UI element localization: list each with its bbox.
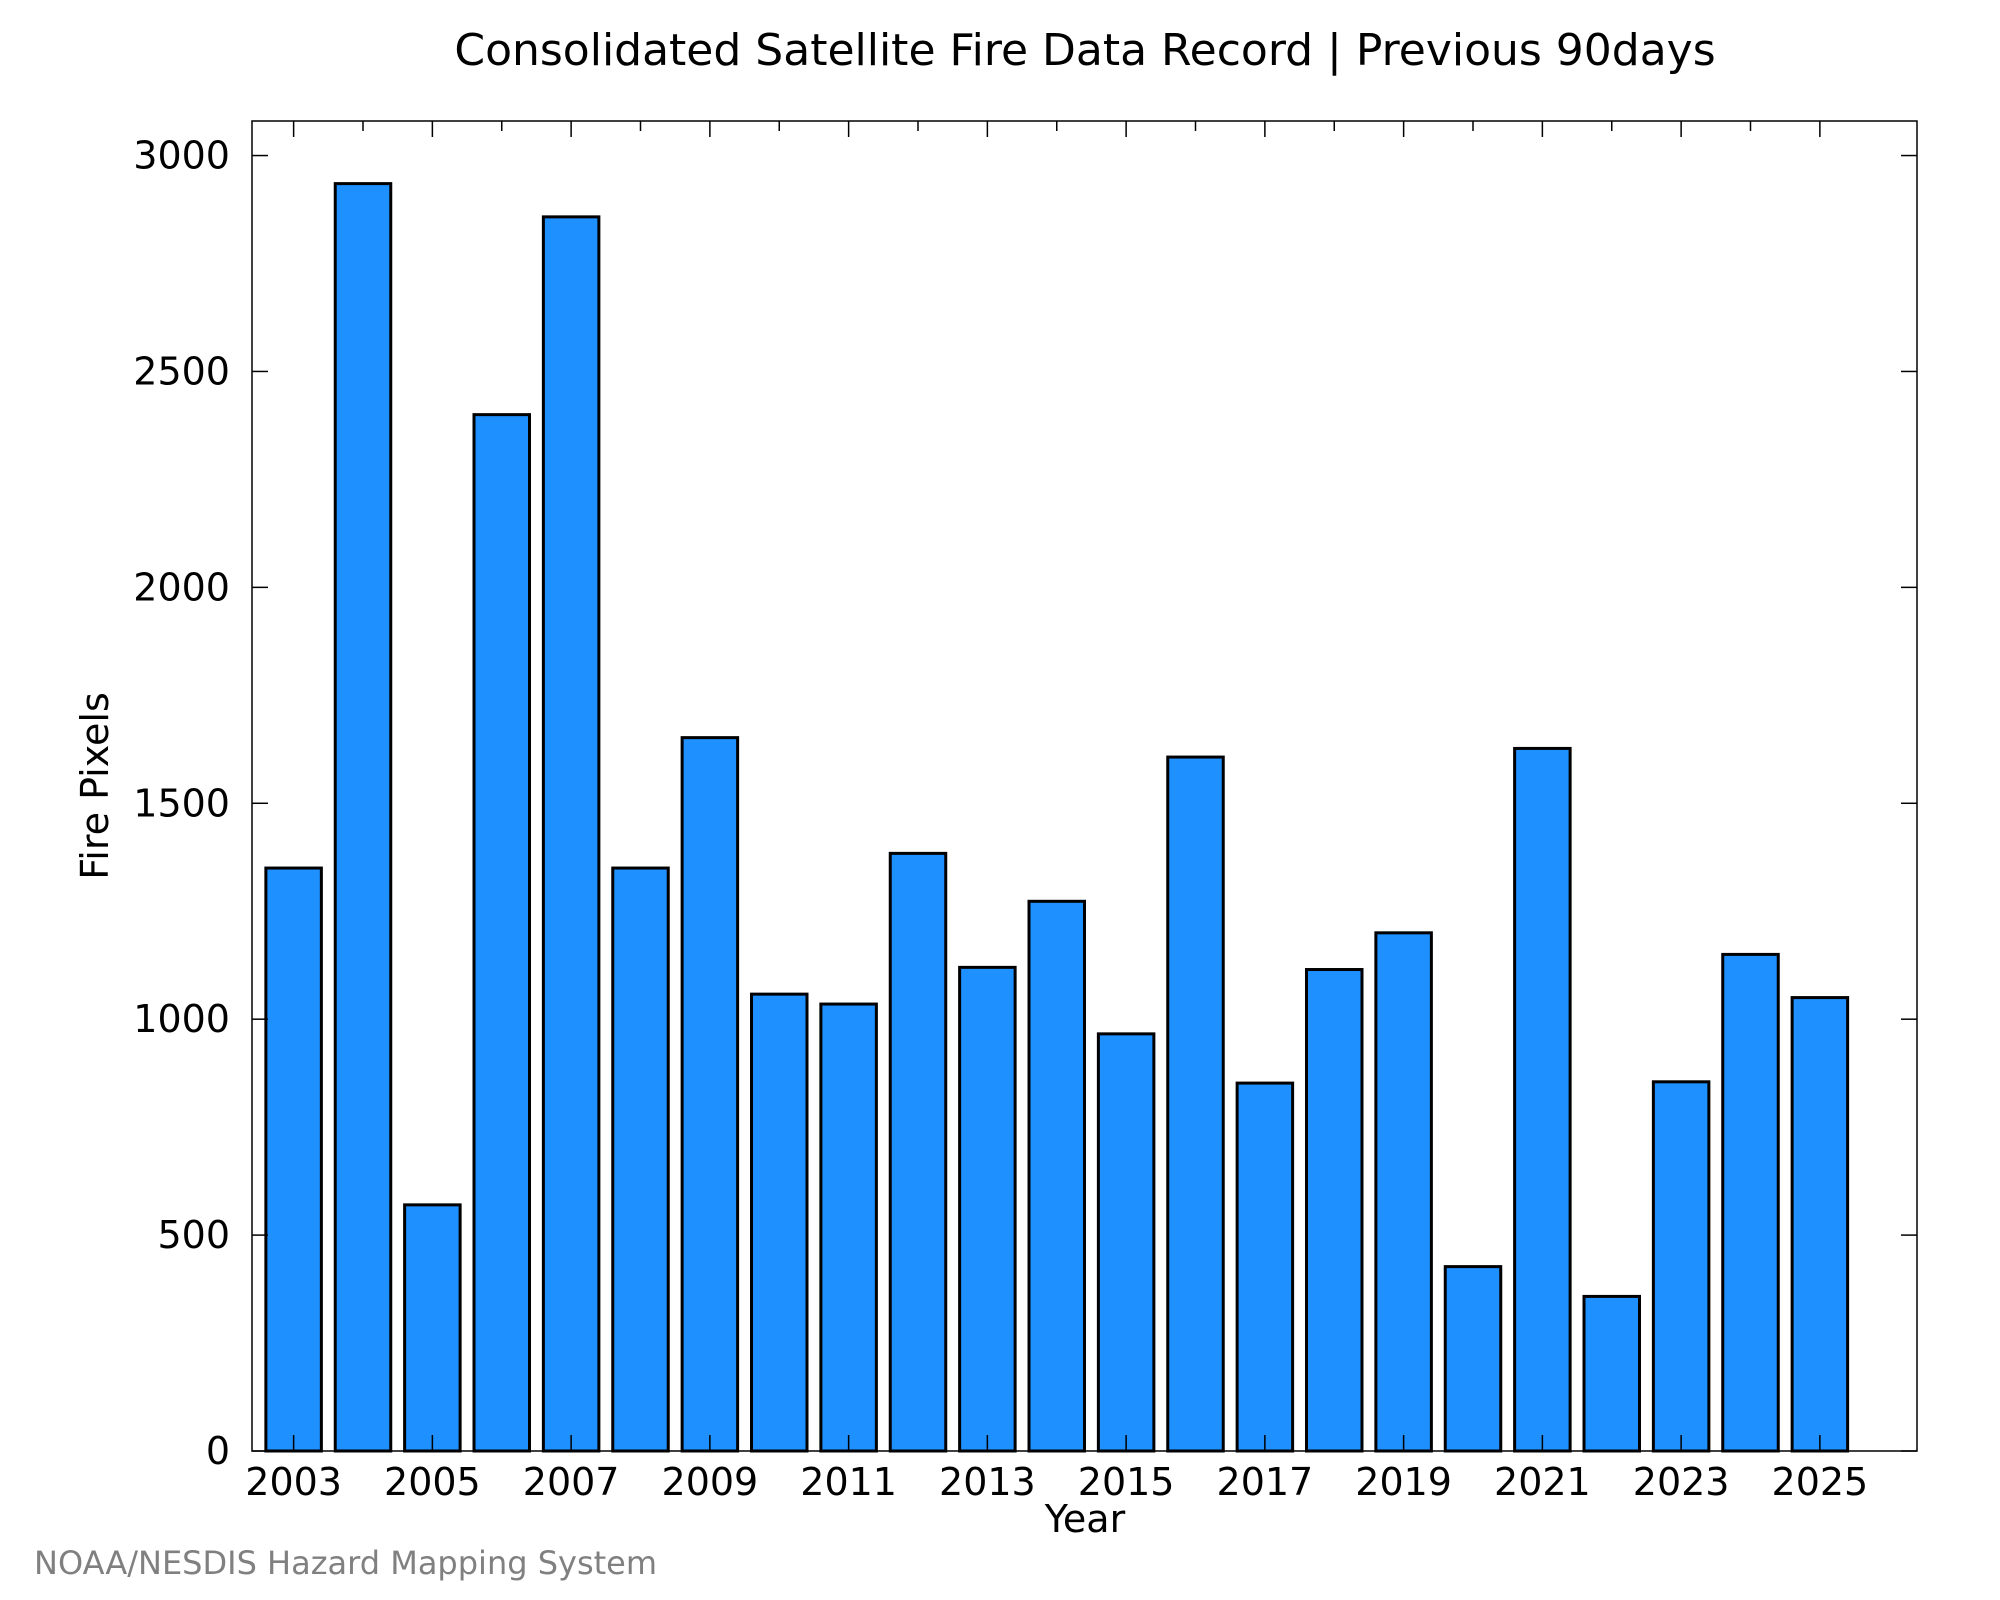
bar-2005 — [403, 1203, 462, 1453]
x-axis-ticks: 2003 2005 2007 2009 2011 2013 2015 2017 2019 2021… — [245, 121, 1868, 1504]
y-tick-label: 1500 — [133, 781, 230, 825]
x-tick-label: 2003 — [245, 1460, 342, 1504]
bar-2016 — [1166, 755, 1225, 1453]
bar-2013 — [958, 965, 1017, 1453]
bar-2018 — [1305, 968, 1364, 1453]
bar-2014 — [1027, 899, 1086, 1453]
y-tick-label: 500 — [157, 1213, 230, 1257]
chart-title: Consolidated Satellite Fire Data Record … — [454, 25, 1715, 76]
x-tick-label: 2019 — [1355, 1460, 1452, 1504]
bar-2017 — [1235, 1081, 1295, 1453]
bar-2006 — [472, 413, 531, 1453]
y-tick-label: 2000 — [133, 565, 230, 609]
x-tick-label: 2021 — [1494, 1460, 1591, 1504]
x-tick-label: 2005 — [384, 1460, 481, 1504]
x-axis-label: Year — [1044, 1497, 1126, 1541]
bar-2024 — [1721, 952, 1780, 1453]
bar-2004 — [333, 182, 393, 1453]
bar-2008 — [611, 866, 670, 1453]
y-tick-label: 1000 — [133, 997, 230, 1041]
bars-group — [264, 182, 1850, 1453]
bar-2003 — [264, 866, 323, 1453]
bar-2015 — [1096, 1032, 1156, 1453]
bar-2021 — [1513, 746, 1572, 1453]
bar-2023 — [1651, 1080, 1711, 1453]
x-tick-label: 2007 — [523, 1460, 620, 1504]
x-tick-label: 2013 — [939, 1460, 1036, 1504]
bar-2025 — [1790, 996, 1850, 1453]
x-tick-label: 2015 — [1078, 1460, 1175, 1504]
bar-2009 — [680, 736, 740, 1453]
bar-2012 — [888, 851, 948, 1453]
x-tick-label: 2017 — [1217, 1460, 1314, 1504]
bar-2022 — [1582, 1294, 1641, 1453]
y-tick-label: 0 — [206, 1429, 230, 1473]
credit-text: NOAA/NESDIS Hazard Mapping System — [34, 1544, 657, 1582]
bar-2010 — [750, 992, 809, 1453]
y-axis-label: Fire Pixels — [73, 692, 117, 880]
x-tick-label: 2025 — [1772, 1460, 1869, 1504]
x-tick-label: 2023 — [1633, 1460, 1730, 1504]
plot-frame — [251, 120, 1918, 1452]
bar-2019 — [1374, 931, 1433, 1453]
x-tick-label: 2011 — [800, 1460, 897, 1504]
bar-2011 — [819, 1002, 878, 1453]
y-axis-ticks: 0 500 1000 1500 2000 2500 3000 — [133, 134, 1917, 1473]
x-tick-label: 2009 — [662, 1460, 759, 1504]
bar-2007 — [541, 215, 601, 1453]
y-tick-label: 3000 — [133, 134, 230, 178]
bar-2020 — [1443, 1265, 1503, 1453]
y-tick-label: 2500 — [133, 349, 230, 393]
